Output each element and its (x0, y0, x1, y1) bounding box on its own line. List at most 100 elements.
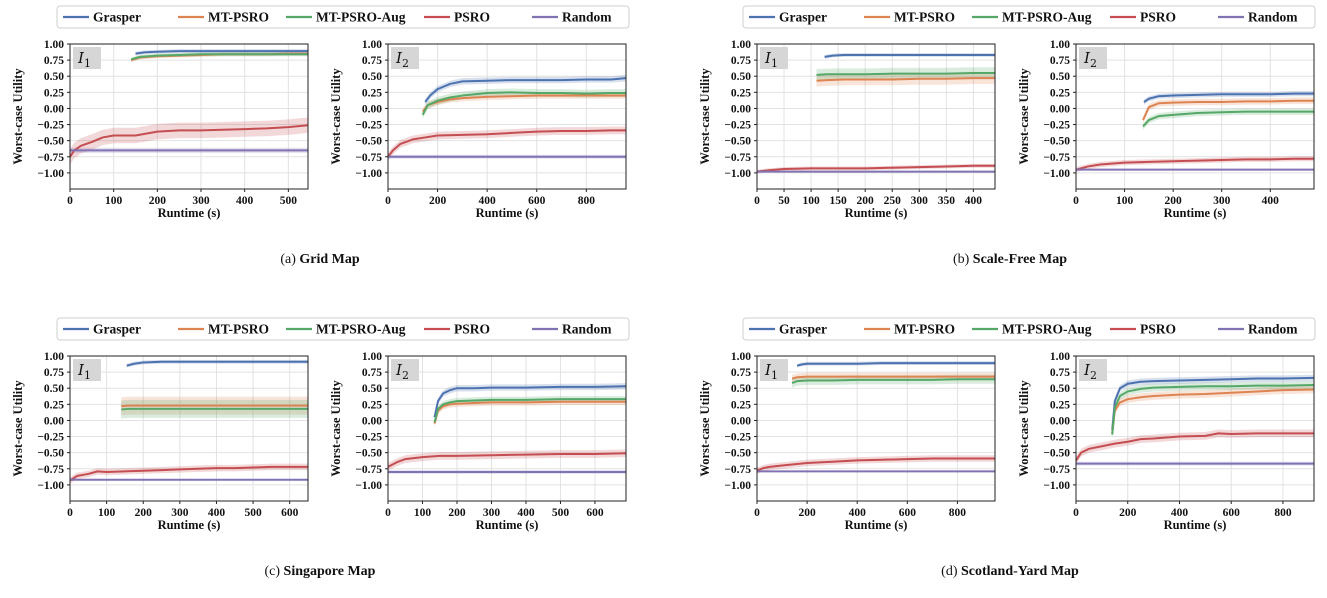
legend-label: PSRO (1140, 10, 1176, 25)
caption-prefix: (b) (953, 252, 973, 267)
legend-item-grasper: Grasper (749, 322, 827, 337)
legend-item-random: Random (532, 322, 612, 337)
y-tick-label: 1.00 (1050, 39, 1070, 51)
instance-letter: I (764, 361, 772, 379)
y-tick-label: −0.75 (355, 152, 382, 164)
x-axis-label: Runtime (s) (158, 206, 221, 220)
y-tick-label: 0.75 (731, 55, 751, 67)
y-tick-label: 0.75 (731, 367, 751, 379)
plot-frame (69, 355, 309, 502)
y-tick-label: 1.00 (731, 351, 751, 363)
series-line-mt-psro (816, 77, 995, 82)
instance-subscript: 1 (84, 57, 91, 70)
chart-panel-d-2: −1.00 −0.75 −0.50 −0.25 0.00 0.25 0.50 0.75 1.00… (1017, 351, 1315, 532)
x-tick-label: 0 (385, 507, 391, 519)
x-tick-label: 500 (552, 507, 570, 519)
y-tick-label: −0.75 (724, 464, 751, 476)
band-mt-psro (1112, 385, 1314, 438)
y-tick-label: 1.00 (362, 351, 382, 363)
series-line-mt-psro (433, 400, 626, 424)
chart-panel-a-2: −1.00 −0.75 −0.50 −0.25 0.00 0.25 0.50 0.75 1.00… (329, 39, 627, 220)
caption-prefix: (c) (265, 564, 284, 579)
x-axis-label: Runtime (s) (476, 518, 539, 532)
series-line-mt-psro (791, 375, 995, 380)
series-line-mt-psro-aug (433, 398, 626, 423)
y-axis-label: Worst-case Utility (1017, 68, 1031, 165)
series-line-psro (756, 457, 995, 472)
x-tick-label: 200 (149, 195, 167, 207)
chart-panel-c-1: −1.00 −0.75 −0.50 −0.25 0.00 0.25 0.50 0.75 1.00… (11, 351, 376, 579)
legend-item-mt-psro-aug: MT-PSRO-Aug (972, 10, 1092, 25)
x-tick-label: 600 (1223, 507, 1241, 519)
instance-letter: I (764, 49, 772, 67)
legend-frame (742, 317, 1316, 341)
y-tick-label: −0.25 (724, 432, 751, 444)
badge-background (1079, 47, 1107, 69)
y-tick-label: −0.50 (355, 448, 382, 460)
y-tick-label: 0.50 (362, 71, 382, 83)
x-tick-label: 100 (98, 507, 116, 519)
instance-letter: I (77, 361, 85, 379)
y-axis-label: Worst-case Utility (698, 68, 712, 165)
legend-item-psro: PSRO (424, 322, 490, 337)
series-line-grasper (824, 53, 995, 58)
x-tick-label: 0 (754, 195, 760, 207)
band-mt-psro-aug (1112, 381, 1314, 439)
plot-frame (756, 43, 996, 190)
badge-background (760, 47, 788, 69)
y-tick-label: −1.00 (37, 480, 64, 492)
series-line-grasper (135, 50, 308, 55)
legend-label: PSRO (1140, 322, 1176, 337)
instance-label: I2 (1083, 361, 1097, 382)
legend-label: Grasper (779, 322, 827, 337)
y-tick-label: −0.25 (355, 120, 382, 132)
y-tick-label: −0.75 (355, 464, 382, 476)
y-tick-label: 0.75 (44, 55, 64, 67)
badge-background (391, 47, 419, 69)
legend-item-mt-psro: MT-PSRO (864, 322, 955, 337)
x-tick-label: 300 (911, 195, 929, 207)
x-tick-label: 400 (208, 507, 226, 519)
series-line-grasper (424, 77, 627, 103)
x-axis-label: Runtime (s) (1164, 206, 1227, 220)
legend-item-mt-psro: MT-PSRO (178, 322, 269, 337)
caption-title: Grid Map (299, 252, 359, 267)
badge-background (391, 359, 419, 381)
y-tick-label: −1.00 (1043, 168, 1070, 180)
x-tick-label: 0 (385, 195, 391, 207)
y-tick-label: 0.25 (1050, 87, 1070, 99)
y-tick-label: 0.25 (44, 399, 64, 411)
legend-item-random: Random (1218, 10, 1298, 25)
series-line-mt-psro-aug (121, 407, 308, 411)
band-grasper (425, 74, 626, 106)
y-tick-label: −0.50 (1043, 448, 1070, 460)
subfigure-caption: (a) Grid Map (280, 252, 360, 267)
x-tick-label: 100 (414, 507, 432, 519)
y-tick-label: −0.25 (1043, 432, 1070, 444)
y-tick-label: −1.00 (724, 168, 751, 180)
y-tick-label: 0.25 (362, 87, 382, 99)
caption-title: Scotland-Yard Map (961, 564, 1079, 579)
y-tick-label: 0.00 (731, 415, 751, 427)
series-line-grasper (796, 362, 995, 367)
y-tick-label: −0.75 (37, 464, 64, 476)
legend-item-random: Random (1218, 322, 1298, 337)
y-tick-label: −0.50 (355, 136, 382, 148)
band-mt-psro (1143, 97, 1314, 124)
instance-badge: I1 (73, 359, 101, 382)
series-line-grasper (433, 385, 627, 418)
instance-label: I1 (764, 49, 778, 70)
y-tick-label: −0.50 (724, 448, 751, 460)
legend-label: Grasper (779, 10, 827, 25)
y-tick-label: −0.25 (37, 432, 64, 444)
y-tick-label: −0.50 (37, 448, 64, 460)
x-tick-label: 400 (1262, 195, 1280, 207)
legend-item-mt-psro: MT-PSRO (864, 10, 955, 25)
y-tick-label: −1.00 (355, 168, 382, 180)
legend-label: MT-PSRO (894, 322, 955, 337)
subfigure-caption: (c) Singapore Map (265, 564, 376, 579)
legend-label: Random (1248, 10, 1298, 25)
band-grasper (1112, 374, 1314, 434)
x-tick-label: 350 (938, 195, 956, 207)
x-axis-label: Runtime (s) (845, 518, 908, 532)
